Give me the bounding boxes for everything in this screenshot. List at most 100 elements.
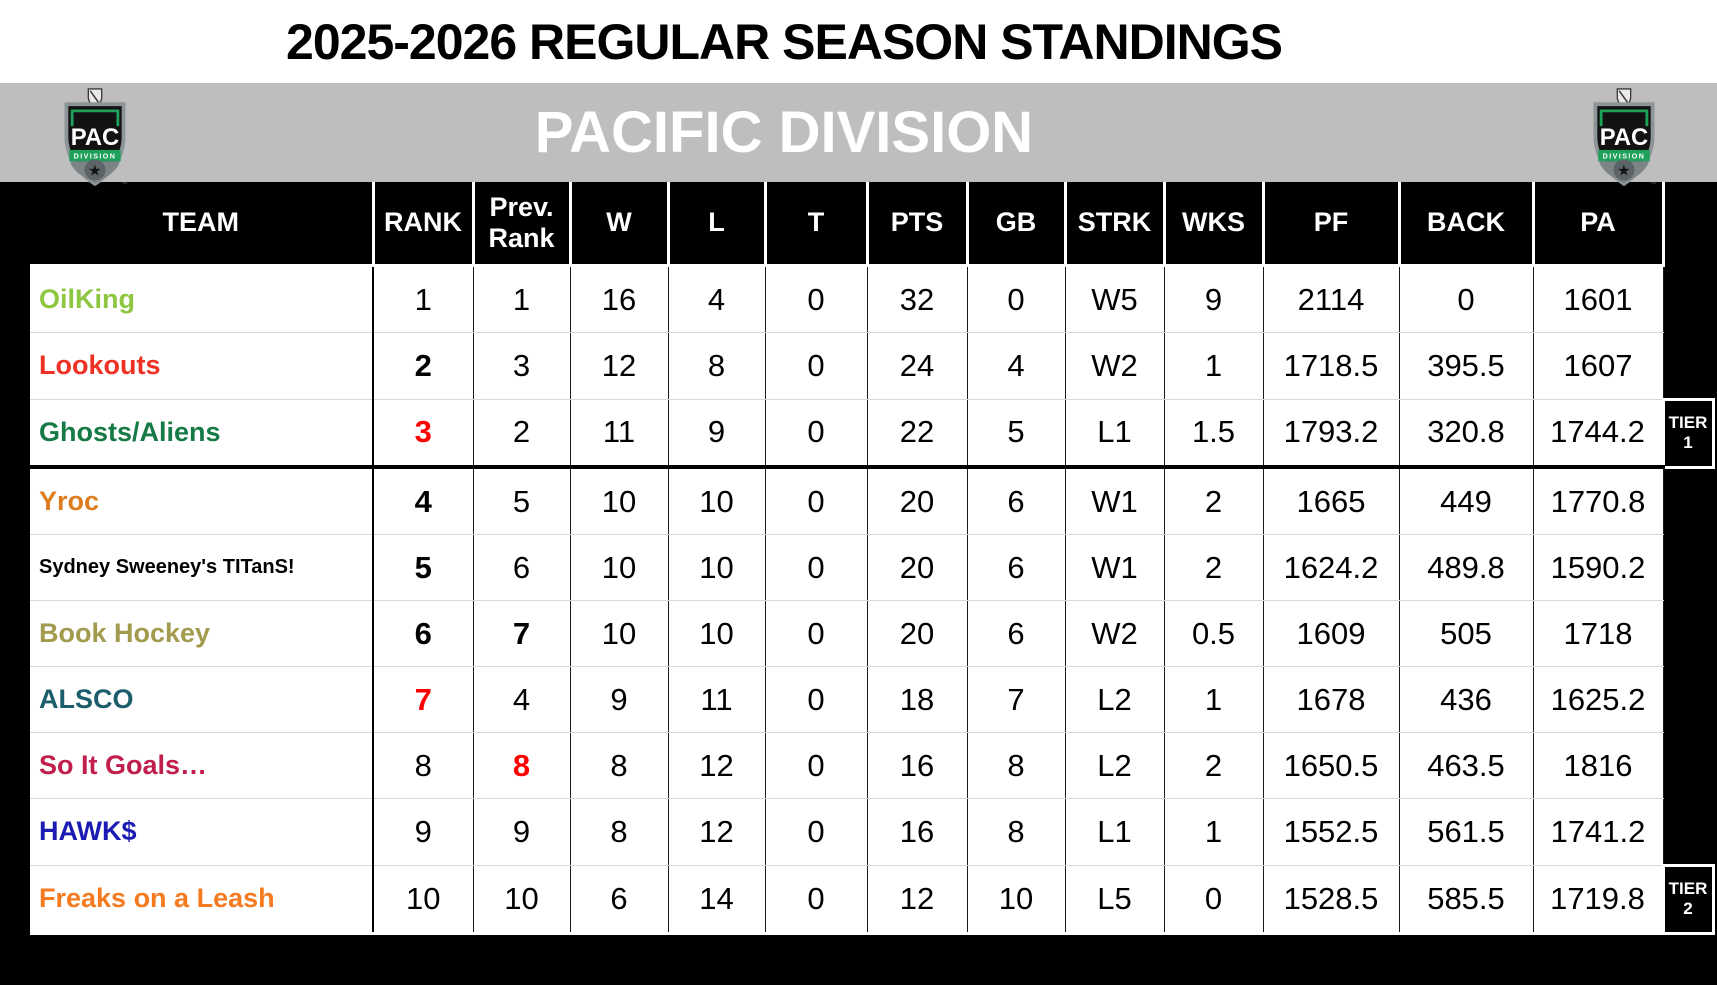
cell-pa: 1816: [1532, 732, 1664, 799]
cell-wks: 1: [1163, 798, 1264, 866]
cell-l: 10: [667, 534, 766, 601]
cell-pf: 2114: [1262, 265, 1400, 333]
cell-pf: 1678: [1262, 666, 1400, 733]
cell-t: 0: [764, 466, 868, 535]
cell-w: 12: [569, 332, 669, 400]
tier-label-2: TIER 2: [1661, 863, 1715, 935]
cell-pa: 1718: [1532, 600, 1664, 667]
cell-gb: 8: [966, 798, 1066, 866]
col-header-w: W: [568, 182, 670, 267]
division-banner: PAC DIVISION ★ ™ PACIFIC DIVISION PAC DI…: [0, 83, 1717, 188]
cell-back: 449: [1398, 466, 1534, 535]
cell-gb: 5: [966, 398, 1066, 469]
cell-back: 463.5: [1398, 732, 1534, 799]
cell-wks: 2: [1163, 534, 1264, 601]
cell-l: 4: [667, 265, 766, 333]
cell-wks: 0.5: [1163, 600, 1264, 667]
cell-t: 0: [764, 398, 868, 469]
cell-w: 16: [569, 265, 669, 333]
col-header-t: T: [763, 182, 869, 267]
cell-gb: 6: [966, 534, 1066, 601]
cell-prev: 3: [472, 332, 571, 400]
cell-prev: 9: [472, 798, 571, 866]
pac-division-logo-left: PAC DIVISION ★ ™: [64, 88, 127, 188]
cell-pa: 1607: [1532, 332, 1664, 400]
cell-t: 0: [764, 732, 868, 799]
cell-wks: 0: [1163, 864, 1264, 935]
team-row: Lookouts 2 3 12 8 0 24 4 W2 1 1718.5 395.5 1607: [30, 332, 1713, 400]
tier-cell: [1663, 265, 1713, 333]
cell-gb: 6: [966, 466, 1066, 535]
team-row: Ghosts/Aliens 3 2 11 9 0 22 5 L1 1.5 1793.2 320.8 17…: [30, 397, 1715, 469]
cell-pf: 1665: [1262, 466, 1400, 535]
cell-l: 8: [667, 332, 766, 400]
cell-pts: 16: [866, 798, 968, 866]
cell-pf: 1718.5: [1262, 332, 1400, 400]
tier-cell: [1663, 600, 1713, 667]
cell-w: 9: [569, 666, 669, 733]
logo-sub: DIVISION: [74, 153, 117, 161]
cell-prev: 1: [472, 265, 571, 333]
cell-back: 0: [1398, 265, 1534, 333]
cell-w: 11: [569, 398, 669, 469]
cell-strk: W5: [1064, 265, 1165, 333]
team-row: Freaks on a Leash 10 10 6 14 0 12 10 L5 0 1528.5 58…: [30, 863, 1715, 935]
cell-prev: 7: [472, 600, 571, 667]
cell-l: 10: [667, 600, 766, 667]
team-row: So It Goals… 8 8 8 12 0 16 8 L2 2 1650.5 463.5 1816: [30, 732, 1713, 799]
cell-l: 9: [667, 398, 766, 469]
col-header-pts: PTS: [865, 182, 969, 267]
logo-sub: DIVISION: [1603, 153, 1646, 161]
team-row: HAWK$ 9 9 8 12 0 16 8 L1 1 1552.5 561.5 1741.2: [30, 798, 1713, 866]
cell-pts: 20: [866, 600, 968, 667]
cell-pa: 1744.2: [1532, 398, 1664, 469]
team-name: Freaks on a Leash: [30, 864, 374, 935]
trademark-symbol: ™: [1651, 182, 1657, 188]
cell-gb: 4: [966, 332, 1066, 400]
team-row: Sydney Sweeney's TITanS! 5 6 10 10 0 20 6 W1 2 162…: [30, 534, 1713, 601]
col-header-tier: [1663, 182, 1713, 266]
team-name: Lookouts: [30, 332, 374, 400]
cell-strk: L1: [1064, 798, 1165, 866]
cell-pf: 1624.2: [1262, 534, 1400, 601]
tier-cell: [1663, 798, 1713, 865]
team-name: Ghosts/Aliens: [30, 398, 374, 469]
team-name: So It Goals…: [30, 732, 374, 799]
cell-rank: 5: [372, 534, 474, 601]
cell-pa: 1590.2: [1532, 534, 1664, 601]
cell-prev: 8: [472, 732, 571, 799]
team-name: Yroc: [30, 466, 374, 535]
col-header-pa: PA: [1531, 182, 1665, 267]
cell-wks: 1: [1163, 332, 1264, 400]
cell-pf: 1793.2: [1262, 398, 1400, 469]
cell-w: 8: [569, 798, 669, 866]
standings-table-area: TEAM RANK Prev. Rank W L T PTS GB STRK WKS PF BACK P…: [0, 182, 1717, 985]
tier-cell: [1663, 332, 1713, 399]
logo-star-icon: ★: [1617, 163, 1631, 180]
cell-w: 10: [569, 466, 669, 535]
cell-rank: 7: [372, 666, 474, 733]
team-row: ALSCO 7 4 9 11 0 18 7 L2 1 1678 436 1625.2: [30, 666, 1713, 733]
cell-l: 14: [667, 864, 766, 935]
cell-pts: 22: [866, 398, 968, 469]
cell-gb: 0: [966, 265, 1066, 333]
standings-table: TEAM RANK Prev. Rank W L T PTS GB STRK WKS PF BACK P…: [30, 182, 1715, 935]
team-row: Yroc 4 5 10 10 0 20 6 W1 2 1665 449 1770.8: [30, 466, 1713, 535]
cell-strk: W1: [1064, 534, 1165, 601]
team-name: Book Hockey: [30, 600, 374, 667]
cell-t: 0: [764, 332, 868, 400]
col-header-team: TEAM: [30, 182, 375, 267]
cell-t: 0: [764, 265, 868, 333]
cell-w: 10: [569, 600, 669, 667]
cell-rank: 1: [372, 265, 474, 333]
cell-l: 10: [667, 466, 766, 535]
cell-prev: 5: [472, 466, 571, 535]
cell-strk: L2: [1064, 666, 1165, 733]
cell-pf: 1650.5: [1262, 732, 1400, 799]
cell-back: 436: [1398, 666, 1534, 733]
cell-strk: L1: [1064, 398, 1165, 469]
cell-pa: 1625.2: [1532, 666, 1664, 733]
team-row: Book Hockey 6 7 10 10 0 20 6 W2 0.5 1609 505 1718: [30, 600, 1713, 667]
header-row: TEAM RANK Prev. Rank W L T PTS GB STRK WKS PF BACK P…: [30, 182, 1713, 267]
cell-pts: 12: [866, 864, 968, 935]
